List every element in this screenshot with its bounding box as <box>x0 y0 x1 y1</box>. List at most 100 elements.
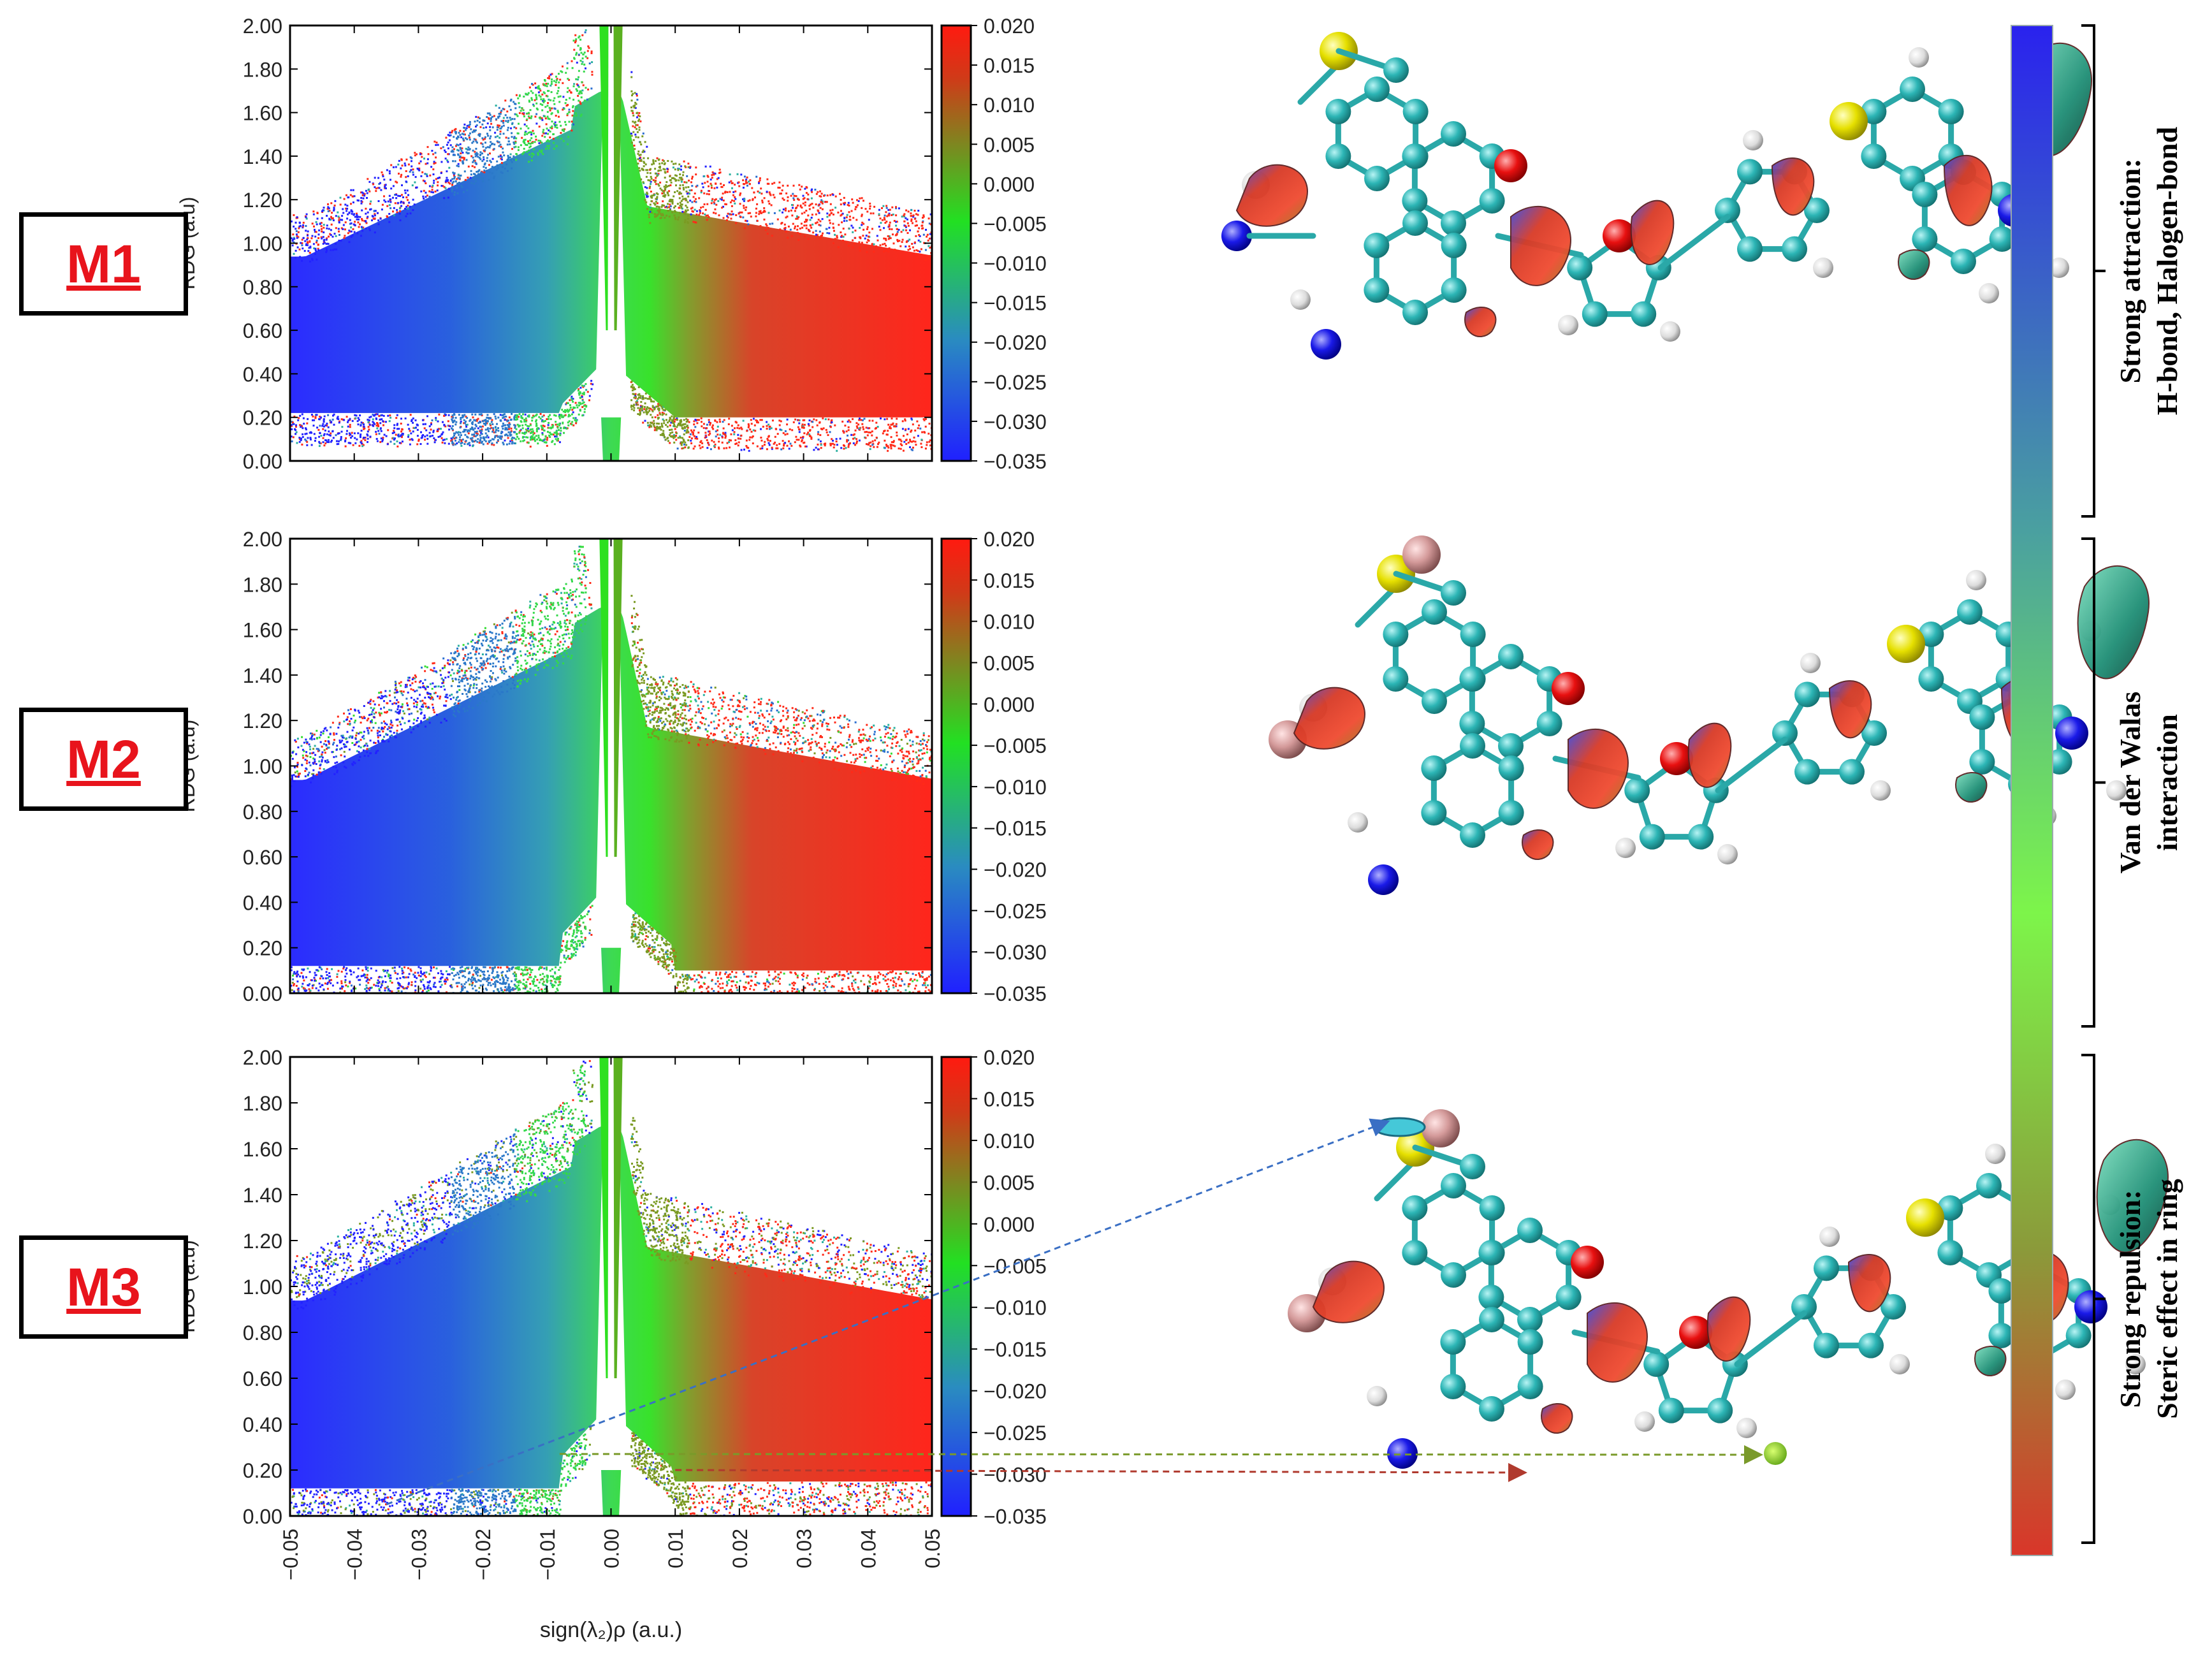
y-tick-label: 0.80 <box>243 276 282 299</box>
carbon-atom <box>1479 1396 1504 1422</box>
hydrogen-atom <box>1743 130 1763 150</box>
nci-isosurface <box>1943 154 1993 226</box>
carbon-atom <box>1364 76 1390 102</box>
colorbar-tick-label: 0.010 <box>984 611 1035 634</box>
nci-isosurface <box>1464 306 1497 338</box>
legend-label-line1: Strong repulsion: <box>2114 1190 2146 1408</box>
colorbar-tick-label: −0.025 <box>984 1422 1047 1445</box>
nci-isosurface-teal <box>1955 771 1988 803</box>
carbon-atom <box>1643 1351 1670 1377</box>
spike-right <box>613 539 623 857</box>
scatter-point-group <box>688 171 932 450</box>
carbon-atom <box>1440 1374 1466 1399</box>
y-tick-label: 1.60 <box>243 102 282 125</box>
carbon-atom <box>1536 711 1562 736</box>
carbon-atom <box>1402 99 1429 124</box>
scatter-point-group <box>688 685 932 993</box>
carbon-atom <box>1782 236 1807 262</box>
hydrogen-atom <box>1813 258 1833 278</box>
hydrogen-atom <box>1870 780 1891 801</box>
oxygen-atom <box>1571 1246 1604 1279</box>
carbon-atom <box>1912 182 1938 207</box>
y-tick-label: 1.20 <box>243 189 282 212</box>
nitrogen-atom <box>2055 717 2088 750</box>
hydrogen-atom <box>1367 1386 1387 1406</box>
carbon-atom <box>1441 210 1466 236</box>
nci-isosurface <box>1568 728 1629 809</box>
carbon-atom <box>1460 1154 1485 1179</box>
carbon-atom <box>1478 1240 1504 1265</box>
carbon-atom <box>1325 143 1351 169</box>
scatter-point-group <box>450 616 517 993</box>
sulfur-atom <box>1887 625 1925 663</box>
carbon-atom <box>1479 1195 1505 1221</box>
hydrogen-atom <box>1660 321 1680 342</box>
colorbar-tick-label: 0.000 <box>984 173 1035 196</box>
hydrogen-atom <box>1909 47 1929 68</box>
scatter-chart-m3: 0.00 0.20 0.40 0.60 0.80 1.00 1.20 1.40 1.60 1.80… <box>176 1046 1047 1642</box>
carbon-atom <box>1969 749 1995 775</box>
oxygen-atom <box>1660 742 1693 775</box>
carbon-atom <box>1421 755 1447 781</box>
colorbar-tick-label: 0.010 <box>984 94 1035 117</box>
hydrogen-atom <box>1979 283 1999 303</box>
colorbar-tick-label: −0.035 <box>984 1505 1047 1528</box>
carbon-atom <box>1658 1397 1684 1424</box>
carbon-atom <box>1441 580 1466 606</box>
hydrogen-atom <box>1800 653 1821 673</box>
carbon-atom <box>1707 1397 1733 1424</box>
nci-isosurface <box>1687 722 1732 788</box>
hydrogen-atom <box>1615 838 1636 858</box>
carbon-atom <box>1639 824 1665 850</box>
carbon-atom <box>1441 277 1467 303</box>
bond <box>1657 214 1731 271</box>
x-tick-label: −0.01 <box>536 1529 559 1580</box>
colorbar-tick-label: 0.015 <box>984 569 1035 592</box>
colorbar-tick-label: −0.030 <box>984 941 1047 964</box>
nci-isosurface-teal <box>1974 1345 2007 1377</box>
carbon-atom <box>1460 733 1485 759</box>
carbon-atom <box>1861 720 1887 746</box>
colorbar-tick-label: −0.005 <box>984 212 1047 235</box>
oxygen-atom <box>1679 1316 1712 1349</box>
y-tick-label: 1.40 <box>243 145 282 168</box>
hydrogen-atom <box>1558 315 1578 335</box>
colorbar-tick-label: −0.025 <box>984 371 1047 394</box>
nci-isosurface-teal <box>2077 565 2150 680</box>
y-tick-label: 0.80 <box>243 801 282 824</box>
spike-gap <box>595 1057 627 1470</box>
y-tick-label: 0.00 <box>243 1505 282 1528</box>
molecule-nitrogen <box>1221 32 2092 360</box>
legend-label-line2: H-bond, Halogen-bond <box>2151 126 2183 415</box>
nci-isosurface <box>1522 829 1554 861</box>
carbon-atom <box>1912 226 1938 252</box>
x-tick-label: 0.00 <box>600 1529 623 1568</box>
y-tick-label: 1.80 <box>243 1092 282 1115</box>
colorbar-tick-label: 0.020 <box>984 1046 1035 1069</box>
carbon-atom <box>1918 666 1944 692</box>
scatter-point-group <box>514 1065 587 1516</box>
colorbar-tick-label: 0.015 <box>984 1088 1035 1110</box>
colorbar: 0.020 0.015 0.010 0.005 0.000 −0.005 −0.010 −0.… <box>940 1046 1047 1528</box>
scatter-chart-m2: 0.00 0.20 0.40 0.60 0.80 1.00 1.20 1.40 1.60 1.80… <box>176 528 1047 1005</box>
nci-isosurface-teal <box>2096 1139 2169 1253</box>
y-tick-label: 2.00 <box>243 1046 282 1069</box>
hydrogen-atom <box>1736 1418 1757 1438</box>
carbon-atom <box>1688 824 1714 850</box>
carbon-atom <box>1459 711 1485 736</box>
hydrogen-atom <box>2106 780 2127 801</box>
carbon-atom <box>1957 599 1983 625</box>
nci-isosurface <box>1828 680 1872 739</box>
carbon-atom <box>1517 1218 1543 1243</box>
legend-section-label: Strong repulsion: Steric effect in ring <box>2114 1179 2183 1419</box>
nci-isosurface <box>1587 1302 1648 1383</box>
y-tick-label: 1.00 <box>243 233 282 256</box>
carbon-atom <box>1989 226 2015 252</box>
scatter-points <box>290 25 932 461</box>
bond <box>1297 61 1342 105</box>
interaction-color-bar <box>2011 25 2053 1556</box>
carbon-atom <box>1839 759 1865 785</box>
carbon-atom <box>1498 800 1524 826</box>
y-tick-label: 1.40 <box>243 1184 282 1207</box>
colorbar-tick-label: −0.035 <box>984 982 1047 1005</box>
